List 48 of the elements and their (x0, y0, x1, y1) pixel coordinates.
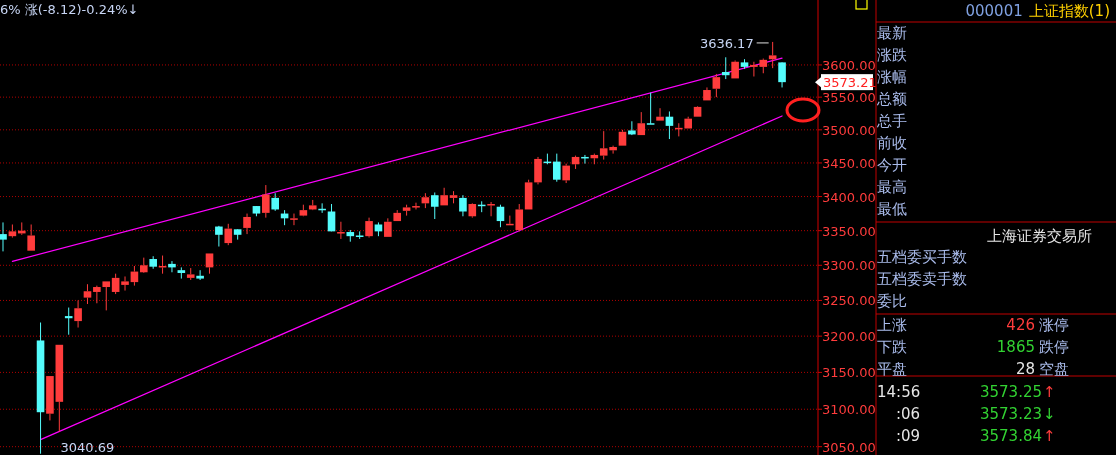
text: 五档委卖手数 (877, 270, 967, 288)
y-tick-label: 3450.00 (822, 155, 876, 171)
text: 1865 (996, 338, 1035, 356)
text: 五档委买手数 (877, 248, 967, 266)
text: 3573.23 (979, 405, 1042, 423)
text: 总额 (876, 90, 907, 108)
text: 委比 (877, 292, 907, 310)
text: ↓ (1043, 405, 1056, 423)
text: 涨停 (1039, 316, 1069, 334)
text: 最低 (877, 200, 907, 218)
y-tick-label: 3600.00 (822, 57, 876, 73)
text: :06 (896, 405, 921, 423)
annotation: 3636.17 (699, 35, 754, 51)
text: 3573.25 (979, 383, 1042, 401)
y-tick-label: 3550.00 (822, 90, 876, 106)
text: 今开 (877, 156, 907, 174)
y-tick-label: 3300.00 (822, 258, 876, 274)
y-tick-label: 3500.00 (822, 122, 876, 138)
y-tick-label: 3250.00 (822, 293, 876, 309)
text: 平盘 (877, 360, 907, 378)
annotation: 3040.69 (60, 439, 115, 455)
text: 最高 (877, 178, 907, 196)
text: 14:56 (877, 383, 921, 401)
text: 426 (1006, 316, 1035, 334)
text: 3573.84 (979, 427, 1042, 445)
text: 涨跌 (877, 46, 907, 64)
text: 28 (1015, 360, 1035, 378)
text: 涨幅 (877, 68, 907, 86)
y-tick-label: 3200.00 (822, 329, 876, 345)
text: ↑ (1043, 383, 1056, 401)
text: 上证指数(1) (1028, 2, 1110, 20)
y-tick-label: 3350.00 (822, 223, 876, 239)
text: 000001 (965, 2, 1023, 20)
chart-title: 6% 涨(-8.12)-0.24%↓ (0, 2, 139, 17)
text: 上涨 (877, 316, 907, 334)
text: 最新 (877, 24, 907, 42)
text: 下跌 (877, 338, 907, 356)
text: :09 (896, 427, 921, 445)
y-tick-label: 3100.00 (822, 402, 876, 418)
text: 上海证券交易所 (987, 227, 1092, 245)
text: 总手 (876, 112, 907, 130)
text: 跌停 (1039, 338, 1069, 356)
text: 前收 (877, 134, 907, 152)
text: ↑ (1043, 427, 1056, 445)
y-tick-label: 3050.00 (822, 439, 876, 455)
y-tick-label: 3150.00 (822, 365, 876, 381)
y-tick-label: 3400.00 (822, 189, 876, 205)
text: 空盘 (1039, 360, 1069, 378)
